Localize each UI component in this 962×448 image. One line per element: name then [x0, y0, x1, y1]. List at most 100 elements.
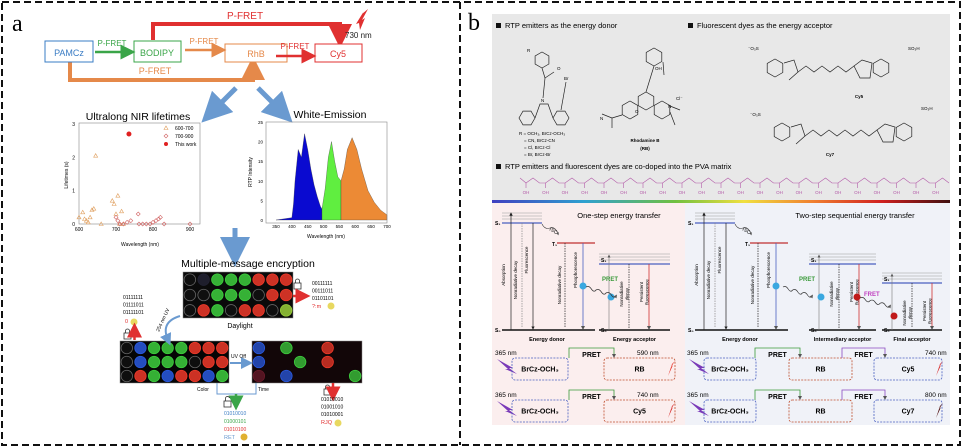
r-group: = Br, BrCz-Br: [524, 152, 551, 157]
process-label: Persistent: [849, 281, 854, 302]
molecule-label: Cy5: [633, 409, 646, 416]
well: [183, 288, 197, 302]
label: S₁: [884, 277, 889, 283]
legend-marker: [163, 125, 169, 130]
well: [197, 288, 210, 302]
energy-dot: [579, 282, 587, 290]
well: [188, 369, 202, 383]
well: [161, 355, 174, 369]
scatter-point: [83, 218, 89, 223]
two-step-title: Two-step sequential energy transfer: [795, 211, 915, 220]
well: [197, 304, 210, 317]
oh-group: OH: [835, 190, 842, 195]
pva-backbone: [519, 177, 950, 184]
molecule-box: [603, 399, 676, 423]
code-line: 01101101: [312, 296, 334, 302]
x-tick-label: 400: [288, 224, 296, 229]
y-tick-label: 10: [258, 179, 264, 184]
process-label: Nonradiative: [829, 281, 834, 307]
well: [134, 355, 147, 369]
bond: [611, 114, 623, 119]
ring: [895, 122, 913, 142]
bullet: [688, 23, 693, 28]
scatter-point: [135, 211, 141, 217]
well: [147, 355, 161, 369]
label: T₁: [552, 242, 557, 248]
legend-marker: [164, 142, 168, 146]
molecule-label: BrCz-OCH₃: [711, 367, 748, 374]
top-pfret-arrow: [151, 22, 352, 48]
well: [161, 341, 174, 355]
code-result: 0: [125, 319, 128, 325]
ring: [872, 58, 890, 78]
time-label: Time: [258, 387, 269, 393]
transfer-label: PRET: [582, 394, 601, 401]
well: [183, 304, 197, 317]
rainbow-bar: [492, 200, 950, 203]
scatter-point: [115, 193, 121, 198]
scatter-point: [124, 219, 130, 225]
scatter-point: [187, 221, 193, 227]
atom-label: N: [541, 98, 544, 103]
scatter-frame: [78, 122, 201, 225]
well: [197, 273, 210, 286]
transfer-bracket: [754, 347, 802, 358]
well: [266, 304, 279, 317]
arrow-to-lifetimes: [201, 86, 238, 123]
uv-curved-arrow: [160, 315, 181, 346]
legend-marker: [163, 133, 169, 139]
spectrum-frame: [265, 121, 388, 224]
wavy-arrow: [782, 286, 813, 299]
well: [216, 355, 229, 369]
bottom-pfret-arrow: [68, 56, 265, 82]
well: [188, 355, 202, 369]
process-label: Persistent: [639, 281, 644, 302]
label: S₁: [601, 258, 606, 264]
well: [161, 369, 174, 383]
atom-label: Br: [564, 76, 569, 81]
label: S₁: [688, 221, 693, 227]
well: [147, 341, 161, 355]
process-label: Phosphorescence: [766, 251, 771, 288]
scatter-ylabel: Lifetimes (s): [64, 161, 70, 189]
label: T₁: [745, 242, 750, 248]
oh-group: OH: [776, 190, 783, 195]
plate-frame: [251, 340, 363, 384]
x-tick-label: 450: [304, 224, 312, 229]
energy-dot: [607, 293, 615, 301]
bond: [541, 67, 546, 79]
process-label: fluorescence: [645, 279, 650, 305]
role-label: Energy donor: [529, 337, 566, 343]
well: [280, 369, 293, 383]
header-donor: RTP emitters as the energy donor: [505, 21, 618, 30]
color-label: Color: [197, 387, 209, 393]
scatter-point: [140, 221, 146, 227]
pret-label: PRET: [602, 277, 618, 283]
bullet: [496, 23, 501, 28]
well: [252, 304, 265, 317]
bond: [544, 71, 555, 79]
well: [211, 273, 224, 286]
role-label: Intermediary acceptor: [814, 337, 872, 343]
process-label: Nonradiative decay: [750, 265, 755, 304]
well: [252, 355, 266, 369]
x-tick-label: 650: [367, 224, 375, 229]
well: [216, 369, 229, 383]
molecule-box: [703, 357, 757, 381]
scatter-point: [128, 218, 134, 224]
rb-name: Rhodamine B: [630, 138, 660, 143]
oh-group: OH: [913, 190, 920, 195]
node-rhb-label: RhB: [247, 49, 265, 59]
energy-dot: [817, 293, 825, 301]
well: [183, 273, 197, 286]
code-line: 01010001: [321, 412, 343, 418]
scatter-point: [85, 219, 91, 225]
well: [293, 355, 307, 369]
process-label: Nonradiative decay: [513, 260, 518, 299]
well: [211, 304, 224, 317]
code-line: 01001010: [321, 405, 343, 411]
molecule-box: [788, 357, 853, 381]
lock-icon: [293, 278, 302, 290]
x-tick-label: 600: [75, 227, 84, 233]
